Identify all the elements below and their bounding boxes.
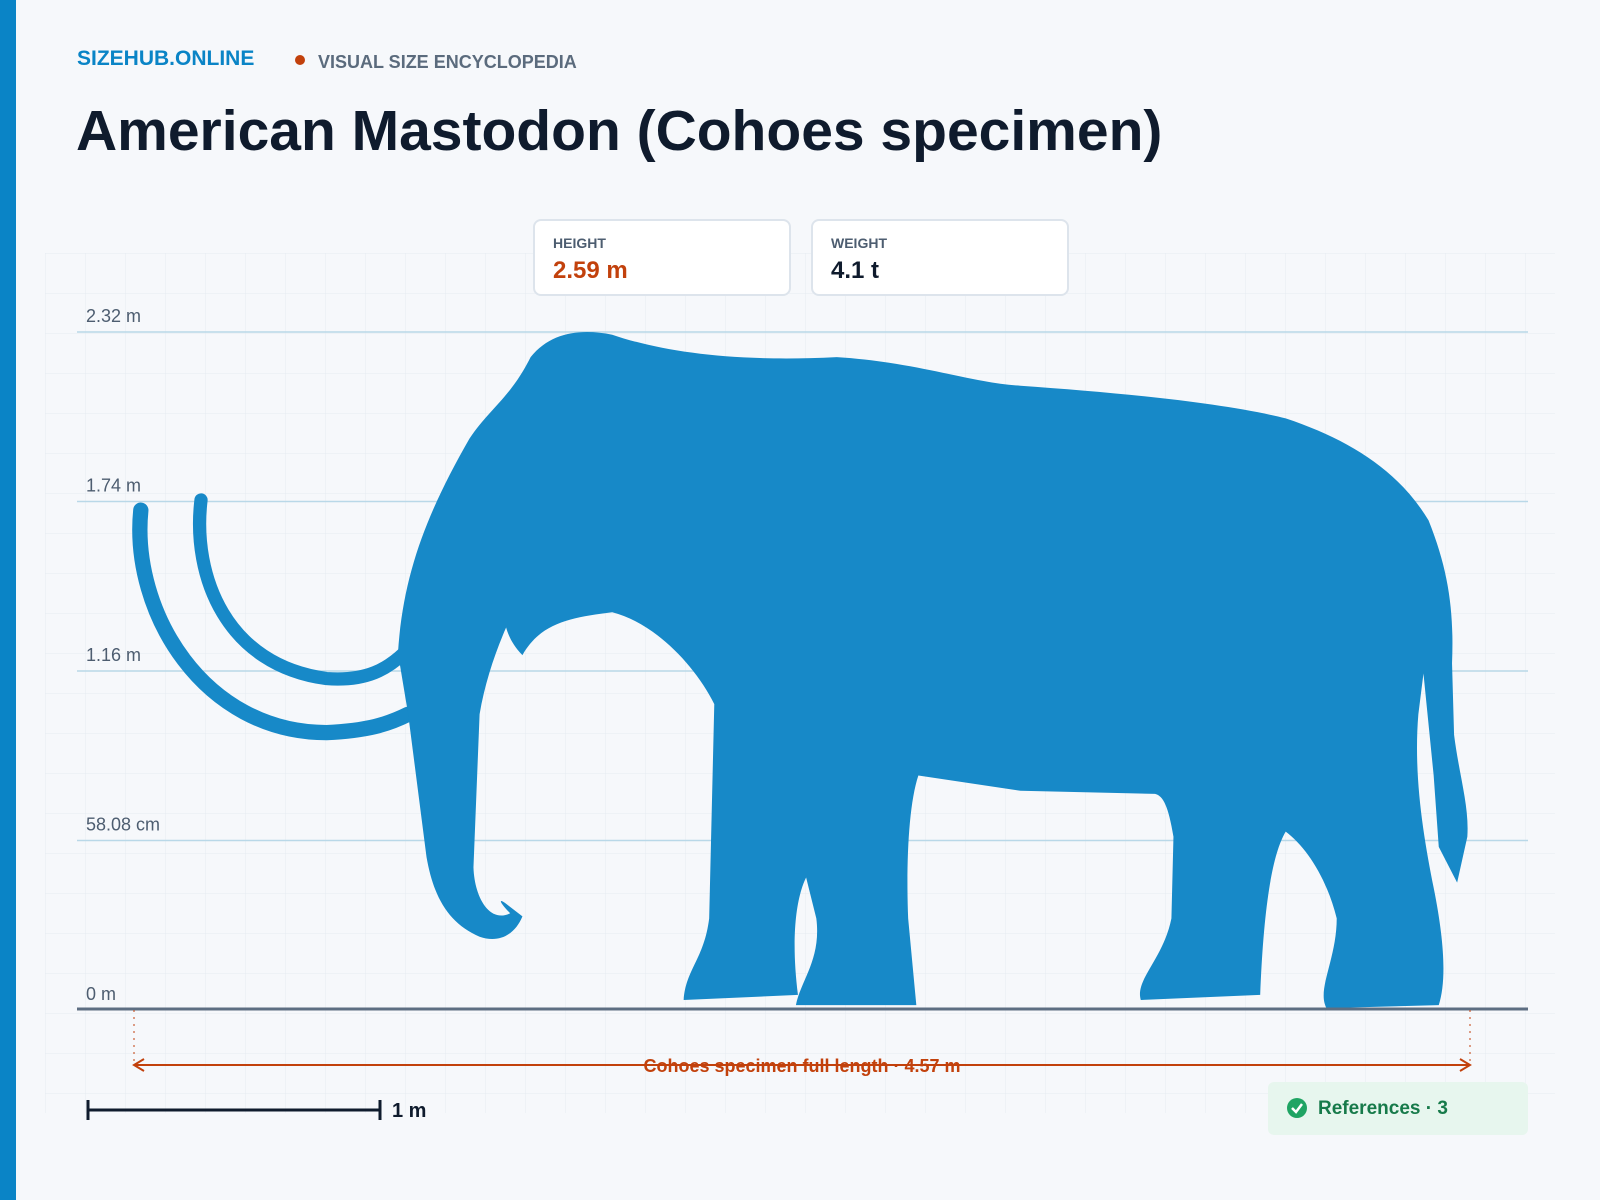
stat-value: 2.59 m — [553, 257, 628, 284]
tusk — [132, 502, 416, 741]
check-icon — [1287, 1098, 1307, 1118]
body — [397, 331, 1468, 1009]
dimension-arrows — [132, 1058, 1472, 1072]
page-title: American Mastodon (Cohoes specimen) — [76, 99, 1163, 163]
stat-value: 4.1 t — [831, 257, 880, 284]
references-button[interactable]: References · 3 — [1268, 1082, 1528, 1135]
stat-label: HEIGHT — [553, 235, 606, 251]
scale-bar — [86, 1100, 382, 1120]
silhouette — [132, 331, 1468, 1009]
accent-bar — [0, 0, 16, 1200]
stat-card: WEIGHT 4.1 t — [811, 219, 1069, 296]
dimension-label: Cohoes specimen full length · 4.57 m — [643, 1056, 960, 1076]
separator-dot — [295, 55, 305, 65]
stat-card: HEIGHT 2.59 m — [533, 219, 791, 296]
references-label: References · 3 — [1318, 1098, 1448, 1119]
stat-label: WEIGHT — [831, 235, 887, 251]
scale-bar-label: 1 m — [392, 1100, 426, 1122]
scale-label: 1.16 m — [86, 645, 141, 665]
scale-label: 1.74 m — [86, 476, 141, 496]
tagline: VISUAL SIZE ENCYCLOPEDIA — [318, 52, 577, 72]
brand[interactable]: SIZEHUB.ONLINE — [77, 47, 255, 70]
scale-label: 2.32 m — [86, 306, 141, 326]
scale-label: 0 m — [86, 984, 116, 1004]
scale-label: 58.08 cm — [86, 815, 160, 835]
tusk — [193, 493, 411, 686]
